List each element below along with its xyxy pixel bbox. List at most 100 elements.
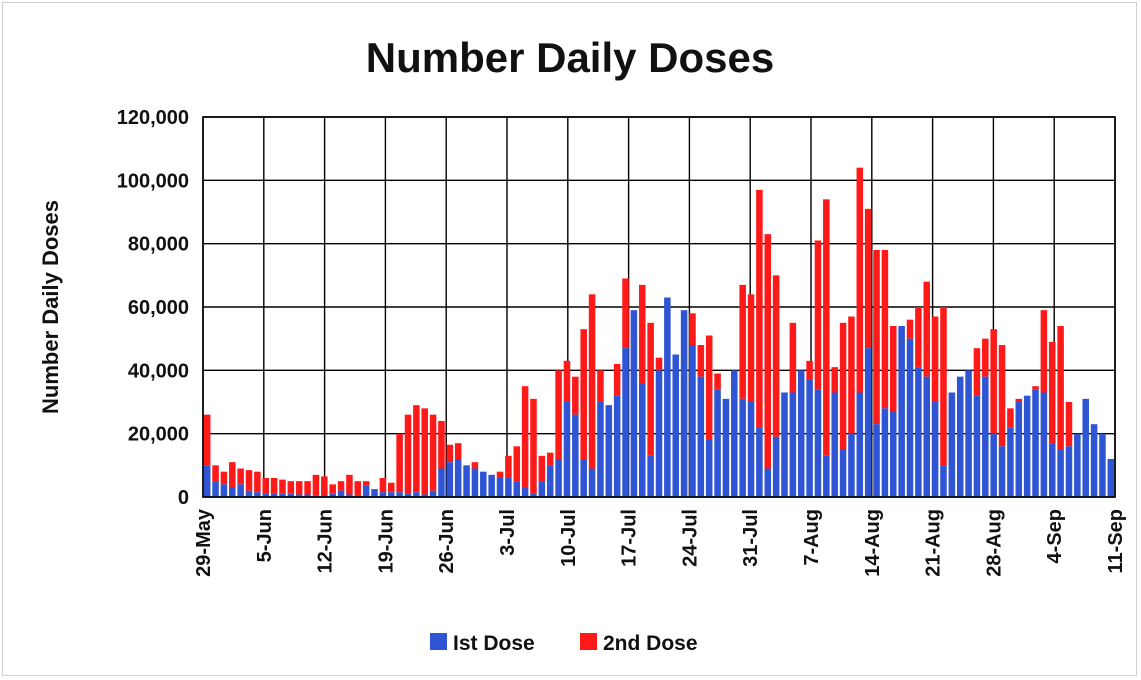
x-tick-label: 4-Sep [1044,509,1066,563]
bar-2nd-dose [329,484,336,494]
bar-ist-dose [764,468,772,497]
bar-ist-dose [488,474,495,497]
x-tick-label: 21-Aug [923,509,945,577]
bar-ist-dose [496,478,504,497]
bar-ist-dose [454,459,462,497]
bar-2nd-dose [806,360,813,380]
bar-2nd-dose [538,455,546,482]
bar-ist-dose [1040,392,1048,497]
x-tick-label: 26-Jun [436,509,458,573]
x-tick-label: 7-Aug [801,509,823,566]
bar-2nd-dose [848,316,855,434]
bar-ist-dose [329,493,336,497]
bar-2nd-dose [429,414,437,491]
bar-ist-dose [421,494,428,497]
legend-swatch-ist-dose [430,633,447,650]
bar-ist-dose [212,481,219,497]
x-tick-label: 11-Sep [1105,509,1127,573]
bar-ist-dose [856,392,864,497]
bar-2nd-dose [212,465,219,482]
bar-ist-dose [538,481,546,497]
y-tick-label: 120,000 [117,107,189,129]
bar-ist-dose [220,484,228,497]
bar-ist-dose [906,338,914,497]
bar-ist-dose [756,427,763,497]
bar-2nd-dose [756,189,763,428]
bar-2nd-dose [1007,408,1014,428]
bar-ist-dose [270,493,278,497]
bar-2nd-dose [940,307,947,466]
bar-ist-dose [245,490,253,497]
bar-2nd-dose [530,398,537,494]
y-tick-label: 80,000 [128,234,189,256]
bar-ist-dose [572,414,579,497]
y-axis-label: Number Daily Doses [38,200,63,414]
bar-2nd-dose [203,414,211,466]
bar-2nd-dose [856,167,864,393]
bar-ist-dose [998,446,1006,497]
bar-2nd-dose [990,329,997,434]
bar-ist-dose [371,489,378,497]
bar-2nd-dose [1015,398,1023,402]
bar-2nd-dose [647,322,654,456]
bar-2nd-dose [864,208,872,349]
bar-2nd-dose [982,338,989,377]
bar-ist-dose [965,370,972,497]
bar-2nd-dose [655,357,663,371]
y-tick-label: 100,000 [117,170,189,192]
bar-2nd-dose [831,367,838,393]
bar-2nd-dose [572,376,579,415]
bar-ist-dose [505,478,512,497]
bar-ist-dose [588,468,596,497]
x-tick-label: 29-May [193,508,215,577]
bar-2nd-dose [279,479,286,494]
bar-ist-dose [1107,459,1115,497]
y-tick-label: 20,000 [128,424,189,446]
bar-ist-dose [513,481,521,497]
bar-ist-dose [546,465,554,497]
bar-2nd-dose [1032,386,1039,390]
bar-2nd-dose [789,322,797,393]
chart-title: Number Daily Doses [366,34,774,81]
bar-2nd-dose [714,373,721,390]
bar-ist-dose [229,487,236,497]
bar-2nd-dose [639,284,646,383]
bar-ist-dose [973,395,981,497]
bar-2nd-dose [613,364,621,396]
bar-2nd-dose [563,360,571,402]
bar-ist-dose [1048,443,1056,497]
bar-2nd-dose [839,322,847,450]
bar-ist-dose [237,484,244,497]
bar-ist-dose [295,494,303,497]
bar-2nd-dose [354,481,362,496]
bar-2nd-dose [312,474,320,496]
bar-ist-dose [747,402,755,497]
legend-label-2nd-dose: 2nd Dose [603,632,698,655]
bar-2nd-dose [906,319,914,339]
bar-ist-dose [881,408,889,497]
axes: 0 20,000 40,000 60,000 80,000 100,000 120,000 2… [117,107,1127,577]
bar-ist-dose [948,392,956,497]
bar-ist-dose [613,395,621,497]
bar-2nd-dose [923,281,931,377]
bar-ist-dose [680,310,688,497]
bar-2nd-dose [915,307,922,368]
bar-2nd-dose [396,433,403,493]
bar-2nd-dose [597,370,604,402]
bar-ist-dose [956,376,964,497]
bar-ist-dose [362,485,370,497]
bar-ist-dose [413,492,420,497]
bar-ist-dose [890,411,897,497]
bar-2nd-dose [321,476,328,496]
bar-ist-dose [915,367,922,497]
bar-2nd-dose [555,370,562,459]
bar-ist-dose [396,492,403,497]
bar-ist-dose [731,370,738,497]
x-tick-label: 31-Jul [740,509,762,567]
y-tick-label: 60,000 [128,297,189,319]
bar-ist-dose [555,459,562,497]
bar-ist-dose [1032,389,1039,497]
bar-ist-dose [563,402,571,497]
x-tick-label: 5-Jun [254,509,276,562]
bar-2nd-dose [1048,341,1056,444]
